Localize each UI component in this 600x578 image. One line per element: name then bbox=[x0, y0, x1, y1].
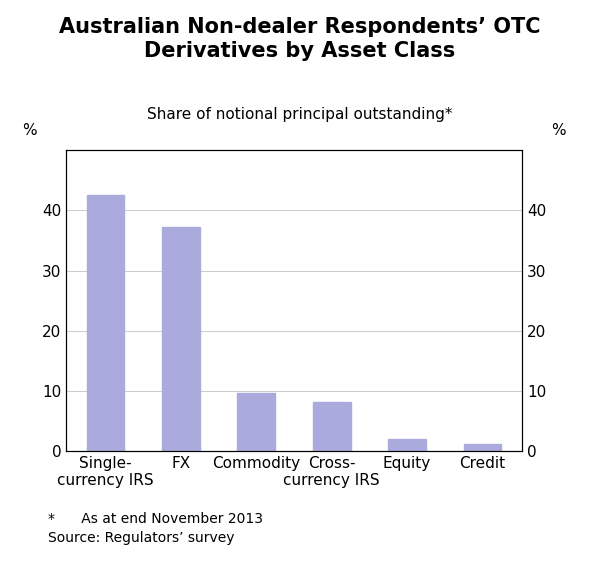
Bar bbox=[87, 195, 124, 451]
Text: Australian Non-dealer Respondents’ OTC
Derivatives by Asset Class: Australian Non-dealer Respondents’ OTC D… bbox=[59, 17, 541, 61]
Bar bbox=[238, 393, 275, 451]
Text: *      As at end November 2013: * As at end November 2013 bbox=[48, 512, 263, 525]
Bar bbox=[162, 227, 200, 451]
Text: Share of notional principal outstanding*: Share of notional principal outstanding* bbox=[147, 107, 453, 122]
Text: %: % bbox=[551, 123, 566, 138]
Bar bbox=[464, 444, 501, 451]
Bar bbox=[388, 439, 426, 451]
Text: Source: Regulators’ survey: Source: Regulators’ survey bbox=[48, 531, 235, 544]
Bar bbox=[313, 402, 350, 451]
Text: %: % bbox=[22, 123, 37, 138]
